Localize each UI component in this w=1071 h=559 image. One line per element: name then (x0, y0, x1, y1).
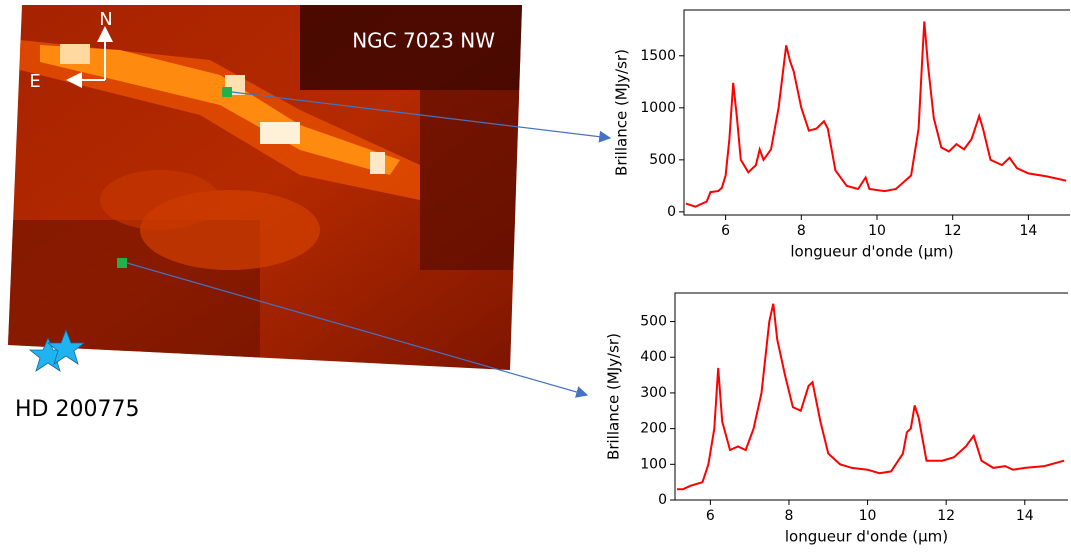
star-icon (28, 328, 86, 372)
y-tick-label: 0 (658, 492, 667, 508)
star-label: HD 200775 (15, 397, 139, 422)
y-tick-label: 400 (640, 349, 667, 365)
nebula-image (8, 5, 522, 370)
x-tick-label: 14 (1019, 223, 1037, 239)
axes-frame (674, 292, 1068, 501)
x-tick-label: 10 (859, 508, 877, 524)
north-label: N (99, 9, 112, 30)
y-axis-label: Brillance (MJy/sr) (605, 333, 623, 460)
y-tick-label: 200 (640, 421, 667, 437)
x-tick-label: 12 (944, 223, 962, 239)
y-tick-label: 1000 (640, 100, 676, 116)
y-tick-label: 300 (640, 385, 667, 401)
x-tick-label: 14 (1016, 508, 1034, 524)
pixel-marker (222, 87, 232, 97)
connector-arrow (231, 91, 612, 143)
connector-arrow (126, 262, 589, 398)
y-tick-label: 1500 (640, 48, 676, 64)
east-label: E (29, 71, 40, 92)
y-tick-label: 0 (667, 204, 676, 220)
pixel-marker (117, 258, 127, 268)
x-tick-label: 6 (721, 223, 730, 239)
x-axis-label: longueur d'onde (μm) (790, 243, 953, 261)
x-tick-label: 6 (706, 508, 715, 524)
y-tick-label: 500 (649, 152, 676, 168)
y-tick-label: 100 (640, 456, 667, 472)
y-tick-label: 500 (640, 314, 667, 330)
y-axis-label: Brillance (MJy/sr) (613, 49, 631, 176)
spectrum-line (677, 303, 1065, 491)
spectrum-line (685, 21, 1067, 208)
field-label: NGC 7023 NW (352, 29, 495, 53)
x-axis-label: longueur d'onde (μm) (785, 528, 948, 546)
x-tick-label: 10 (868, 223, 886, 239)
x-tick-label: 8 (785, 508, 794, 524)
axes-frame (683, 9, 1070, 216)
x-tick-label: 12 (937, 508, 955, 524)
x-tick-label: 8 (797, 223, 806, 239)
